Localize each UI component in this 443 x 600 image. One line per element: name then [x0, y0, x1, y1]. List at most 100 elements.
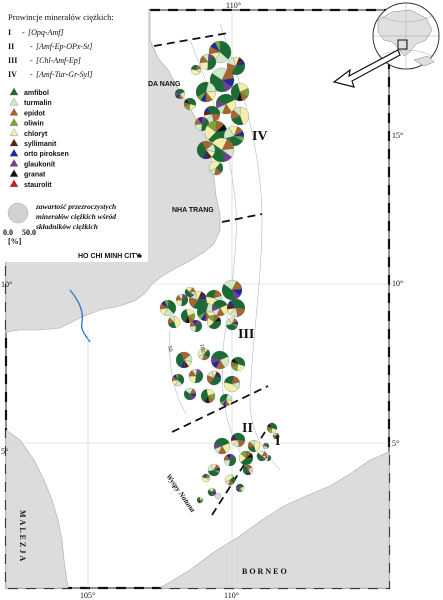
legend-provinces: I - [Opq-Amf] II - [Amf-Ep-OPx-St] III -… [8, 28, 93, 79]
mineral-label: granat [24, 172, 46, 179]
contour-line [169, 329, 187, 415]
pie-slice [249, 439, 255, 447]
place-ho-chi-minh-city: HO CHI MINH CITY [78, 253, 141, 260]
globe-focus-box [397, 39, 408, 50]
pie-slice [245, 469, 249, 476]
pie-slice [253, 439, 261, 452]
globe-land [413, 55, 435, 67]
pie-symbol [175, 351, 193, 369]
place-borneo: BORNEO [242, 567, 289, 576]
city-dot [138, 254, 142, 258]
pie-slice [211, 491, 216, 497]
pie-symbol [207, 487, 217, 497]
province-boundary [221, 213, 263, 223]
mineral-label: turmalin [24, 100, 52, 107]
legend-province-text: [Amf-Tur-Gr-Syl] [36, 70, 93, 79]
pie-slice [239, 106, 250, 125]
pie-symbol [183, 97, 197, 111]
coord-bottom: 110° [224, 591, 239, 600]
pie-slice [189, 291, 195, 297]
pie-symbol [199, 53, 217, 71]
pie-symbol [262, 442, 270, 450]
legend-province-sep: - [22, 28, 25, 37]
malay-peninsula-land [5, 429, 69, 589]
pie-slice [220, 399, 227, 405]
mineral-swatch-6 [9, 148, 19, 157]
pie-slice [214, 437, 230, 447]
pie-symbol [226, 298, 246, 318]
coord-left: 10° [1, 280, 12, 289]
pie-slice [209, 167, 217, 175]
pie-symbol [180, 308, 196, 324]
pie-slice [213, 373, 222, 379]
pie-slice [245, 453, 254, 459]
pie-slice [230, 298, 246, 309]
pie-slice [211, 350, 229, 361]
pie-symbol [201, 473, 211, 483]
pie-slice [195, 81, 209, 98]
pie-symbol [167, 315, 181, 329]
pie-symbol [219, 393, 233, 407]
pie-slice [233, 135, 245, 142]
legend-province-text: [Amf-Ep-OPx-St] [36, 42, 92, 51]
pie-symbol [188, 368, 204, 384]
pie-slice [267, 423, 273, 429]
pie-symbol [235, 483, 245, 493]
pie-slice [185, 315, 190, 324]
place-da-nang: DA NANG [148, 81, 181, 88]
pie-slice [229, 453, 235, 461]
pie-symbol [196, 496, 204, 504]
legend-province-sep: - [30, 56, 33, 65]
mineral-label: orto piroksen [24, 151, 69, 158]
legend-size-circle [7, 202, 29, 224]
pie-slice [196, 141, 207, 159]
coord-right: 5° [392, 439, 399, 448]
legend-size-text: składników ciężkich [35, 222, 98, 231]
pie-slice [175, 373, 179, 381]
inset-globe [372, 2, 440, 70]
globe-land [377, 9, 433, 57]
pie-slice [204, 395, 210, 404]
pie-slice [264, 442, 267, 447]
mineral-swatch-7 [9, 159, 19, 167]
mineral-swatch-0 [9, 87, 19, 96]
pie-symbol [256, 450, 268, 462]
pie-slice [230, 83, 241, 101]
pie-slice [197, 311, 207, 320]
pie-slice [267, 454, 271, 459]
pie-slice [227, 300, 237, 309]
pie-slice [207, 55, 217, 71]
pie-symbol [196, 140, 216, 160]
pie-slice [164, 299, 169, 309]
pie-symbol [272, 432, 280, 440]
pie-symbol [206, 314, 222, 330]
pie-symbol [208, 160, 224, 176]
legend-province-sep: - [30, 70, 33, 79]
legend-size-text: zawartość przezroczystych [35, 202, 116, 211]
pie-slice [233, 106, 241, 117]
pie-slice [180, 359, 185, 369]
pie-slice [213, 443, 223, 449]
pie-slice [216, 93, 236, 105]
pie-slice [195, 368, 202, 377]
pie-slice [211, 306, 221, 312]
pie-slice [184, 99, 191, 105]
pie-slice [225, 479, 231, 485]
legend-scale-label: 50.0 [22, 228, 36, 237]
pie-symbol [213, 437, 231, 455]
pie-symbol [210, 350, 230, 370]
pie-slice [231, 358, 239, 365]
pie-slice [204, 107, 213, 115]
river [69, 289, 91, 343]
pie-slice [189, 393, 195, 400]
pie-slice [213, 469, 221, 474]
mineral-label: staurolit [24, 182, 52, 189]
pie-slice [173, 315, 181, 328]
pie-symbol [211, 299, 229, 317]
pie-symbol [184, 286, 196, 298]
pie-slice [181, 293, 187, 301]
pie-symbol [175, 293, 189, 307]
pie-symbol [171, 373, 185, 387]
pie-symbol [189, 319, 203, 333]
pie-slice [214, 40, 221, 53]
